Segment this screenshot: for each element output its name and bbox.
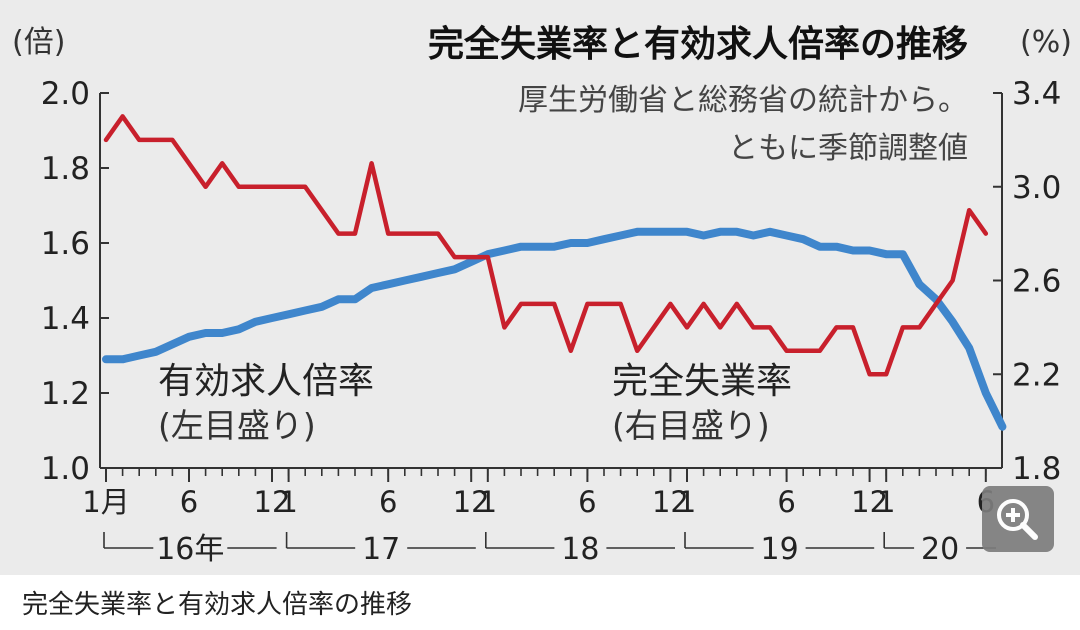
left-tick-label: 1.4: [41, 301, 90, 337]
chart-area: 完全失業率と有効求人倍率の推移 厚生労働省と総務省の統計から。 ともに季節調整値…: [0, 0, 1080, 575]
left-tick-label: 1.6: [41, 226, 90, 262]
year-label: 17: [362, 532, 400, 567]
chart-title: 完全失業率と有効求人倍率の推移: [428, 23, 968, 65]
left-tick-label: 1.8: [41, 151, 90, 187]
zoom-in-icon: [997, 499, 1038, 540]
left-tick-label: 1.0: [41, 451, 90, 487]
right-tick-label: 1.8: [1012, 451, 1061, 487]
x-tick-label: 1: [877, 485, 895, 519]
x-tick-label: 1: [279, 485, 297, 519]
year-label-bg: [914, 528, 967, 564]
series-line-unemployment: [103, 114, 989, 377]
year-label: 16年: [156, 532, 224, 567]
left-axis-unit: (倍): [12, 25, 65, 60]
x-tick-label: 12: [652, 485, 689, 519]
x-tick-label: 12: [453, 485, 490, 519]
year-label: 18: [561, 532, 599, 567]
right-tick-label: 3.4: [1012, 76, 1061, 112]
right-tick-label: 3.0: [1012, 170, 1061, 206]
x-tick-label: 1: [678, 485, 696, 519]
series-label-unemployment: 完全失業率: [612, 361, 792, 402]
x-tick-label: 6: [180, 485, 198, 519]
right-tick-label: 2.2: [1012, 357, 1061, 393]
year-label: 19: [761, 532, 799, 567]
left-tick-label: 2.0: [41, 76, 90, 112]
chart-svg: 完全失業率と有効求人倍率の推移 厚生労働省と総務省の統計から。 ともに季節調整値…: [12, 23, 1072, 567]
series-sublabel-unemployment: (右目盛り): [612, 406, 770, 445]
chart-subtitle-line-2: ともに季節調整値: [728, 131, 968, 166]
figure-caption: 完全失業率と有効求人倍率の推移: [22, 590, 413, 620]
year-label-bg: [554, 528, 607, 564]
x-tick-label: 12: [851, 485, 888, 519]
right-axis-unit: (%): [1020, 25, 1072, 60]
x-tick-label: 1: [479, 485, 497, 519]
year-label-bg: [355, 528, 408, 564]
right-tick-label: 2.6: [1012, 264, 1061, 300]
series-label-jobs: 有効求人倍率: [158, 361, 374, 402]
x-tick-label: 6: [578, 485, 596, 519]
series-sublabel-jobs: (左目盛り): [158, 406, 316, 445]
x-tick-label: 1月: [82, 485, 129, 519]
year-label: 20: [921, 532, 959, 567]
x-tick-label: 6: [379, 485, 397, 519]
year-label-bg: [153, 528, 228, 564]
x-tick-label: 12: [254, 485, 291, 519]
zoom-button[interactable]: [982, 486, 1054, 552]
x-tick-label: 6: [777, 485, 795, 519]
year-label-bg: [753, 528, 806, 564]
chart-subtitle-line-1: 厚生労働省と総務省の統計から。: [518, 83, 968, 118]
left-tick-label: 1.2: [41, 376, 90, 412]
